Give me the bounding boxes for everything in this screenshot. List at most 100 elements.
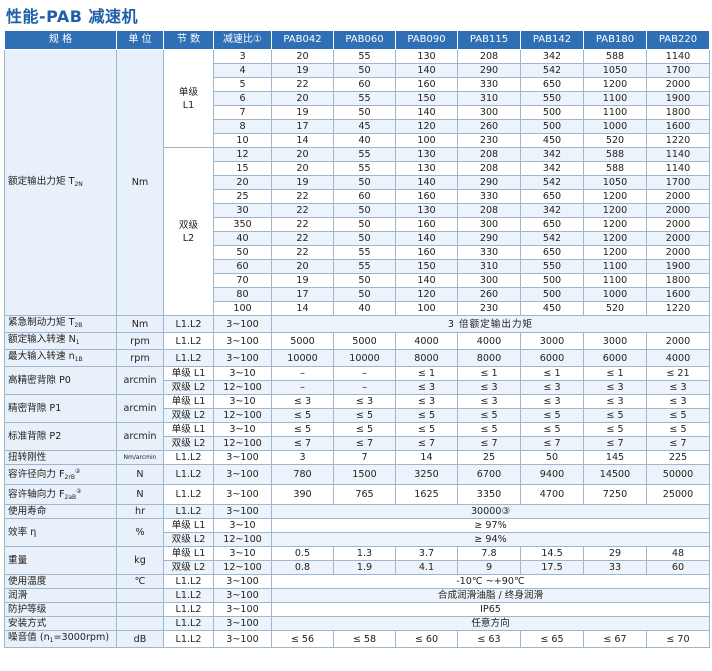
ratio-cell: 40 [213,231,272,246]
value-cell: 342 [520,49,584,64]
header-cell: PAB220 [646,30,710,50]
value-cell: 650 [520,217,584,232]
table-row: 70 19 50 140 300 500 1100 1800 [5,273,710,288]
header-cell: 减速比① [213,30,272,50]
value-cell: ≤ 5 [457,408,521,423]
unit-cell: N [116,463,164,486]
table-row: 重量 kg 单级 L1 3~10 0.5 1.3 3.7 7.8 14.5 29 48 [4,546,710,576]
row-label: 安装方式 [4,616,117,632]
value-cell: ≤ 3 [646,380,710,395]
value-cell: 450 [520,301,584,316]
value-cell: ≤ 1 [520,366,584,381]
value-cell: 1200 [583,245,647,260]
spec-table: 规 格单 位节 数减速比① PAB042 PAB060 PAB090 PAB115 PAB… [4,30,710,649]
ratio-cell: 70 [213,273,272,288]
unit-cell: Nm [116,315,164,333]
ratio-cell: 3~100 [213,616,272,632]
value-cell: 55 [333,245,396,260]
value-cell: 14 [271,133,334,148]
stage-cell: 双级 L2 [163,436,214,451]
value-cell: ≤ 1 [395,366,458,381]
stage-cell: L1.L2 [163,349,214,367]
table-row: 5 22 60 160 330 650 1200 2000 [5,77,710,92]
unit-cell: Nm [116,49,164,316]
value-cell: 60 [646,560,710,576]
ratio-cell: 3~10 [213,366,272,381]
radial-force-label: 容许径向力 F2rB② [4,463,117,486]
value-cell: 300 [457,217,521,232]
value-cell: 130 [395,203,458,218]
ratio-cell: 4 [213,63,272,78]
row-label: 防护等级 [4,602,117,618]
stage-cell: 双级 L2 [163,532,214,548]
value-cell: 1140 [646,147,710,162]
torque-label: 额定输出力矩 T2N [4,49,117,316]
value-cell: 1050 [583,175,647,190]
value-cell: ≤ 5 [395,408,458,423]
value-cell: 55 [333,147,396,162]
value-cell: ≤ 5 [520,422,584,437]
span-value: 3 倍额定输出力矩 [271,315,710,333]
value-cell: ≤ 5 [646,422,710,437]
value-cell: 1000 [583,287,647,302]
value-cell: 130 [395,147,458,162]
table-row: 容许轴向力 F2aB② N L1.L2 3~100 390 765 1625 3350 4700… [4,484,710,506]
value-cell: 19 [271,273,334,288]
backlash-label: 高精密背隙 P0 [4,366,117,395]
value-cell: ≤ 5 [583,422,647,437]
stage-cell: L1.L2 [163,332,214,350]
value-cell: ≤ 7 [333,436,396,451]
span-value: IP65 [271,602,710,618]
ratio-cell: 20 [213,175,272,190]
table-row: 双级 L2 12~100– – ≤ 3 ≤ 3 ≤ 3 ≤ 3 ≤ 3 [5,380,710,395]
value-cell: 20 [271,147,334,162]
value-cell: 225 [646,450,710,465]
table-row: 噪音值 (n1=3000rpm) dB L1.L2 3~100 ≤ 56 ≤ 58 ≤ 60… [4,630,710,649]
value-cell: 150 [395,259,458,274]
ratio-cell: 3~100 [213,630,272,649]
ratio-cell: 7 [213,105,272,120]
value-cell: 7 [333,450,396,465]
value-cell: 0.8 [271,560,334,576]
value-cell: ≤ 5 [646,408,710,423]
value-cell: 500 [520,119,584,134]
value-cell: 542 [520,175,584,190]
value-cell: 1500 [333,463,396,486]
rigidity-label: 扭转刚性 [4,450,117,465]
value-cell: 20 [271,49,334,64]
value-cell: 9 [457,560,521,576]
value-cell: 14 [395,450,458,465]
value-cell: 1.3 [333,546,396,562]
value-cell: 25000 [646,484,710,506]
value-cell: 1100 [583,91,647,106]
table-row: 额定输入转速 N1 rpm L1.L2 3~100 5000 5000 4000 4000 30… [4,332,710,350]
table-row: 紧急制动力矩 T2B Nm L1.L2 3~100 3 倍额定输出力矩 [4,315,710,333]
value-cell: 1220 [646,301,710,316]
stage-cell: L1.L2 [163,574,214,590]
value-cell: 542 [520,231,584,246]
stage-cell: L1.L2 [163,484,214,506]
value-cell: ≤ 5 [583,408,647,423]
value-cell: 300 [457,273,521,288]
value-cell: 40 [333,301,396,316]
stage-cell: 双级 L2 [163,560,214,576]
value-cell: ≤ 3 [395,394,458,409]
stage-cell: 单级 L1 [163,546,214,562]
value-cell: ≤ 63 [457,630,521,649]
table-row: 50 22 55 160 330 650 1200 2000 [5,245,710,260]
value-cell: 550 [520,259,584,274]
ratio-cell: 3~100 [213,315,272,333]
value-cell: 130 [395,161,458,176]
ratio-cell: 3~100 [213,450,272,465]
value-cell: 3350 [457,484,521,506]
value-cell: ≤ 7 [646,436,710,451]
value-cell: 19 [271,105,334,120]
value-cell: ≤ 7 [583,436,647,451]
value-cell: 20 [271,91,334,106]
value-cell: 500 [520,105,584,120]
table-row: 最大输入转速 n1B rpm L1.L2 3~100 10000 10000 8000 800… [4,349,710,367]
efficiency-label: 效率 η [4,518,117,548]
stage-cell: L1.L2 [163,616,214,632]
row-label: 紧急制动力矩 T2B [4,315,117,333]
table-row: 双级 L2 12~100 ≤ 5 ≤ 5 ≤ 5 ≤ 5 ≤ 5 ≤ 5 ≤ 5 [5,408,710,423]
